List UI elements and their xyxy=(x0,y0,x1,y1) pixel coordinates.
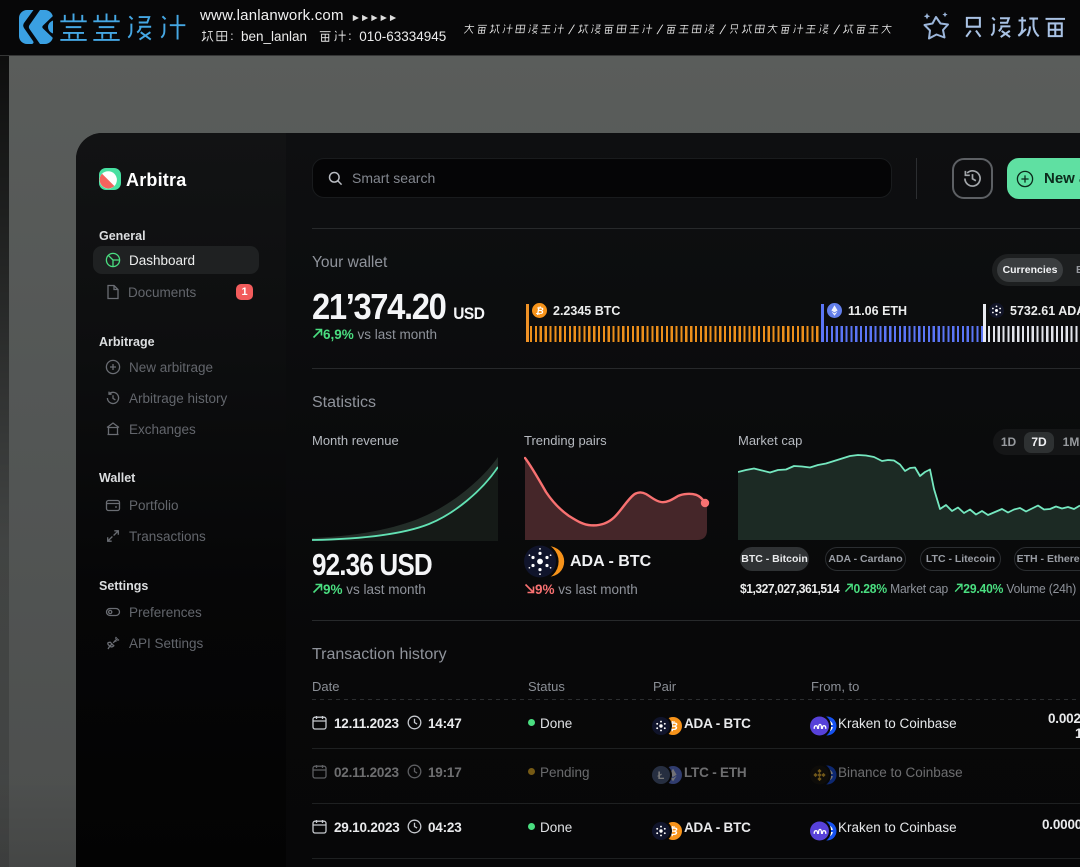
svg-text:₿: ₿ xyxy=(535,306,543,317)
svg-text::: : xyxy=(348,29,351,43)
svg-text:Ł: Ł xyxy=(658,770,665,782)
svg-text:₿: ₿ xyxy=(668,825,678,838)
svg-text:₿: ₿ xyxy=(668,720,678,733)
svg-text::: : xyxy=(230,29,233,43)
